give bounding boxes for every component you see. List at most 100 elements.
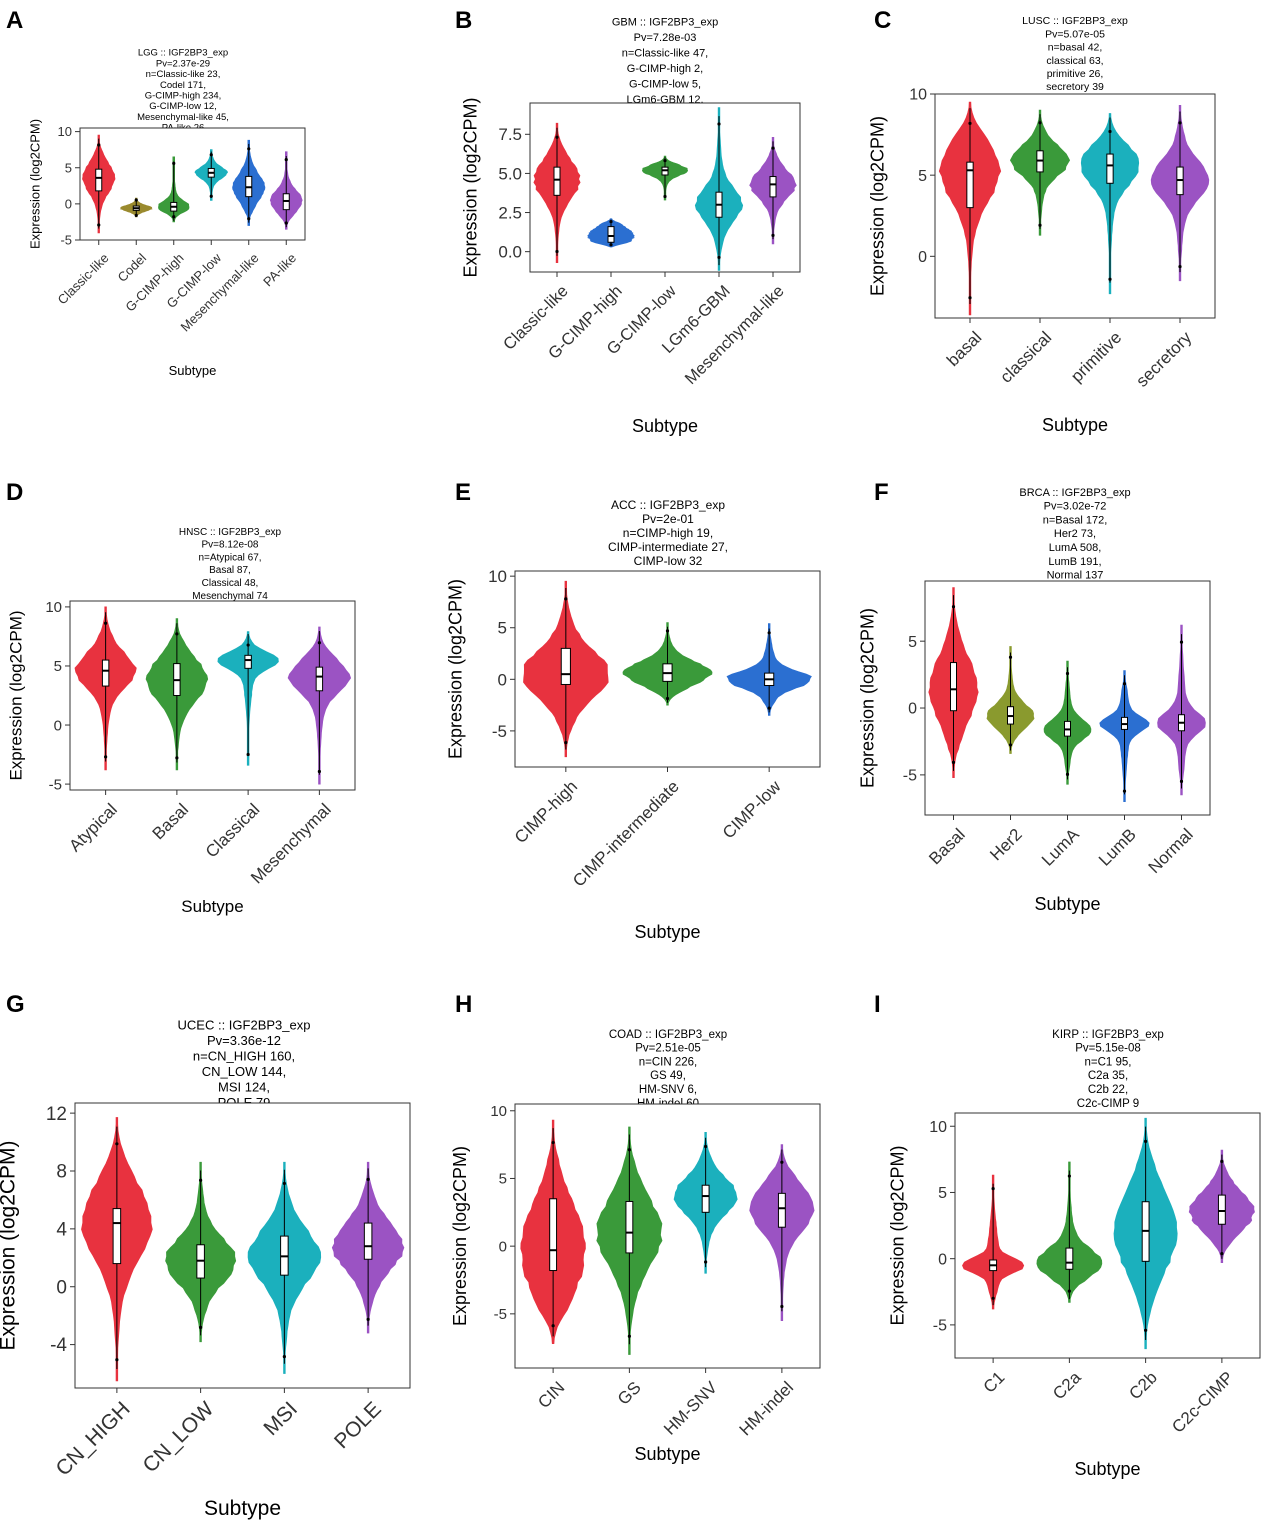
chart-title-line: COAD :: IGF2BP3_exp <box>609 1029 727 1041</box>
outlier-point <box>104 755 108 759</box>
chart-title-line: G-CIMP-high 2, <box>627 63 703 75</box>
outlier-point <box>767 631 771 635</box>
chart-title-line: n=C1 95, <box>1085 1056 1132 1068</box>
chart-title-line: C2c-CIMP 9 <box>1077 1098 1139 1110</box>
y-tick-label: -5 <box>933 1317 947 1334</box>
x-axis-title: Subtype <box>1034 894 1100 914</box>
outlier-point <box>665 696 670 701</box>
y-tick-label: 10 <box>490 1103 507 1120</box>
outlier-point <box>991 1187 995 1191</box>
chart-title-line: classical 63, <box>1046 55 1103 67</box>
box <box>560 647 571 685</box>
chart-title-line: Pv=3.36e-12 <box>207 1033 281 1048</box>
x-axis-title: Subtype <box>634 922 700 942</box>
x-axis-title: Subtype <box>1074 1459 1140 1479</box>
outlier-point <box>1122 682 1127 686</box>
x-tick-label: C2a <box>1049 1367 1085 1403</box>
outlier-point <box>317 769 321 774</box>
y-tick-label: 5 <box>498 619 507 638</box>
x-tick-label: Basal <box>149 800 193 844</box>
chart-title-line: LGG :: IGF2BP3_exp <box>138 48 228 59</box>
y-tick-label: 12 <box>46 1104 67 1125</box>
y-tick-label: -5 <box>49 776 62 793</box>
x-tick-label: Basal <box>925 825 969 869</box>
chart-title-line: GBM :: IGF2BP3_exp <box>612 17 718 29</box>
chart-title-line: G-CIMP-low 5, <box>629 79 701 91</box>
outlier-point <box>609 243 613 247</box>
outlier-point <box>284 221 288 225</box>
outlier-point <box>1008 743 1013 747</box>
chart-title-line: CN_LOW 144, <box>202 1064 287 1079</box>
panel-letter: C <box>874 7 891 34</box>
outlier-point <box>951 605 956 609</box>
chart-title-line: LUSC :: IGF2BP3_exp <box>1022 15 1128 27</box>
outlier-point <box>172 215 176 219</box>
outlier-point <box>209 153 213 157</box>
panel-letter: G <box>6 991 25 1018</box>
y-axis-title: Expression (log2CPM) <box>868 116 888 296</box>
box <box>315 666 324 692</box>
y-axis-title: Expression (log2CPM) <box>445 579 465 759</box>
chart-title-line: Classical 48, <box>202 578 259 589</box>
x-tick-label: MSI <box>259 1397 302 1440</box>
x-axis-title: Subtype <box>181 897 243 916</box>
y-tick-label: 5 <box>54 658 62 675</box>
x-tick-label: secretory <box>1132 328 1195 391</box>
outlier-point <box>1144 1328 1148 1332</box>
x-axis-title: Subtype <box>169 363 217 378</box>
outlier-point <box>627 1334 631 1338</box>
y-tick-label: 10 <box>58 124 72 139</box>
outlier-point <box>97 223 101 227</box>
y-tick-label: -5 <box>494 1306 507 1323</box>
chart-title-line: HNSC :: IGF2BP3_exp <box>179 527 282 538</box>
x-tick-label: HM-indel <box>736 1378 798 1440</box>
outlier-point <box>1220 1159 1224 1163</box>
outlier-point <box>704 1144 708 1149</box>
outlier-point <box>1067 1174 1071 1178</box>
outlier-point <box>1065 671 1070 676</box>
outlier-point <box>317 641 321 645</box>
outlier-point <box>564 597 568 601</box>
chart-title-line: Pv=5.15e-08 <box>1075 1043 1141 1055</box>
y-tick-label: 7.5 <box>498 125 522 144</box>
panel-B: B GBM :: IGF2BP3_expPv=7.28e-03n=Classic-… <box>455 7 801 436</box>
outlier-point <box>366 1317 370 1321</box>
chart-title-line: BRCA :: IGF2BP3_exp <box>1019 487 1130 499</box>
panel-letter: A <box>6 7 23 34</box>
outlier-point <box>767 706 771 710</box>
chart-title-line: GS 49, <box>650 1070 686 1082</box>
x-tick-label: CN_HIGH <box>52 1397 135 1480</box>
x-tick-label: Mesenchymal-like <box>682 282 788 388</box>
outlier-point <box>175 756 179 760</box>
y-tick-label: 8 <box>56 1162 67 1183</box>
chart-title-line: MSI 124, <box>218 1080 270 1095</box>
outlier-point <box>1038 121 1042 125</box>
outlier-point <box>134 213 138 217</box>
y-tick-label: 10 <box>929 1119 947 1136</box>
y-tick-label: 0 <box>56 1277 67 1298</box>
outlier-point <box>551 1324 555 1328</box>
box <box>1065 1247 1074 1270</box>
outlier-point <box>991 1296 995 1300</box>
outlier-point <box>704 1260 708 1264</box>
chart-title-line: n=CIN 226, <box>639 1056 698 1068</box>
outlier-point <box>1038 223 1042 227</box>
y-tick-label: -5 <box>60 233 72 248</box>
panel-letter: H <box>455 991 472 1018</box>
y-axis-title: Expression (log2CPM) <box>858 608 878 788</box>
box <box>553 166 561 196</box>
x-tick-label: Her2 <box>986 825 1025 864</box>
panel-letter: B <box>455 7 472 34</box>
outlier-point <box>172 161 176 166</box>
outlier-point <box>951 760 956 764</box>
panel-letter: F <box>874 479 889 506</box>
chart-title-line: CIMP-low 32 <box>634 554 703 568</box>
outlier-point <box>1108 277 1112 281</box>
box <box>769 176 777 198</box>
x-tick-label: primitive <box>1067 328 1125 386</box>
outlier-point <box>717 122 721 126</box>
outlier-point <box>175 632 179 636</box>
